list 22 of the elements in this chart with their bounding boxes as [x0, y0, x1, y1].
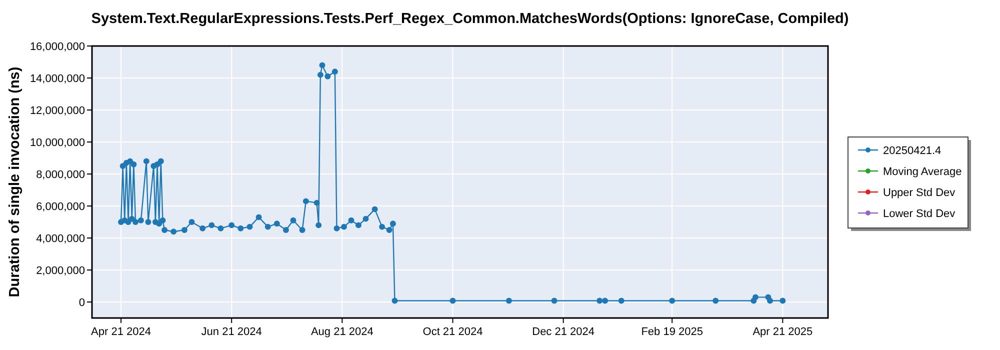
- x-tick-label: Jun 21 2024: [201, 326, 262, 338]
- y-tick-label: 8,000,000: [36, 168, 85, 181]
- x-tick-label: Feb 19 2025: [641, 326, 703, 338]
- y-tick-label: 4,000,000: [36, 232, 85, 245]
- y-tick-label: 10,000,000: [30, 136, 85, 149]
- x-tick-label: Apr 21 2024: [91, 326, 151, 338]
- y-tick-label: 2,000,000: [36, 264, 85, 277]
- y-tick-label: 0: [78, 296, 85, 309]
- x-tick-label: Oct 21 2024: [422, 326, 483, 338]
- y-tick-label: 14,000,000: [30, 72, 85, 85]
- legend-label: 20250421.4: [883, 144, 942, 157]
- x-tick-label: Aug 21 2024: [310, 326, 374, 338]
- y-tick-label: 16,000,000: [30, 40, 85, 53]
- chart-title: System.Text.RegularExpressions.Tests.Perf_Regex_Common.MatchesWords(Options: IgnoreCase, Compiled): [91, 11, 849, 27]
- legend-label: Upper Std Dev: [883, 186, 956, 199]
- legend-label: Lower Std Dev: [883, 208, 956, 220]
- legend-label: Moving Average: [883, 166, 962, 178]
- x-tick-label: Apr 21 2025: [752, 326, 813, 338]
- y-axis-title: Duration of single invocation (ns): [7, 66, 23, 298]
- y-tick-label: 12,000,000: [30, 104, 85, 117]
- x-tick-label: Dec 21 2024: [532, 326, 595, 338]
- y-tick-label: 6,000,000: [36, 200, 85, 213]
